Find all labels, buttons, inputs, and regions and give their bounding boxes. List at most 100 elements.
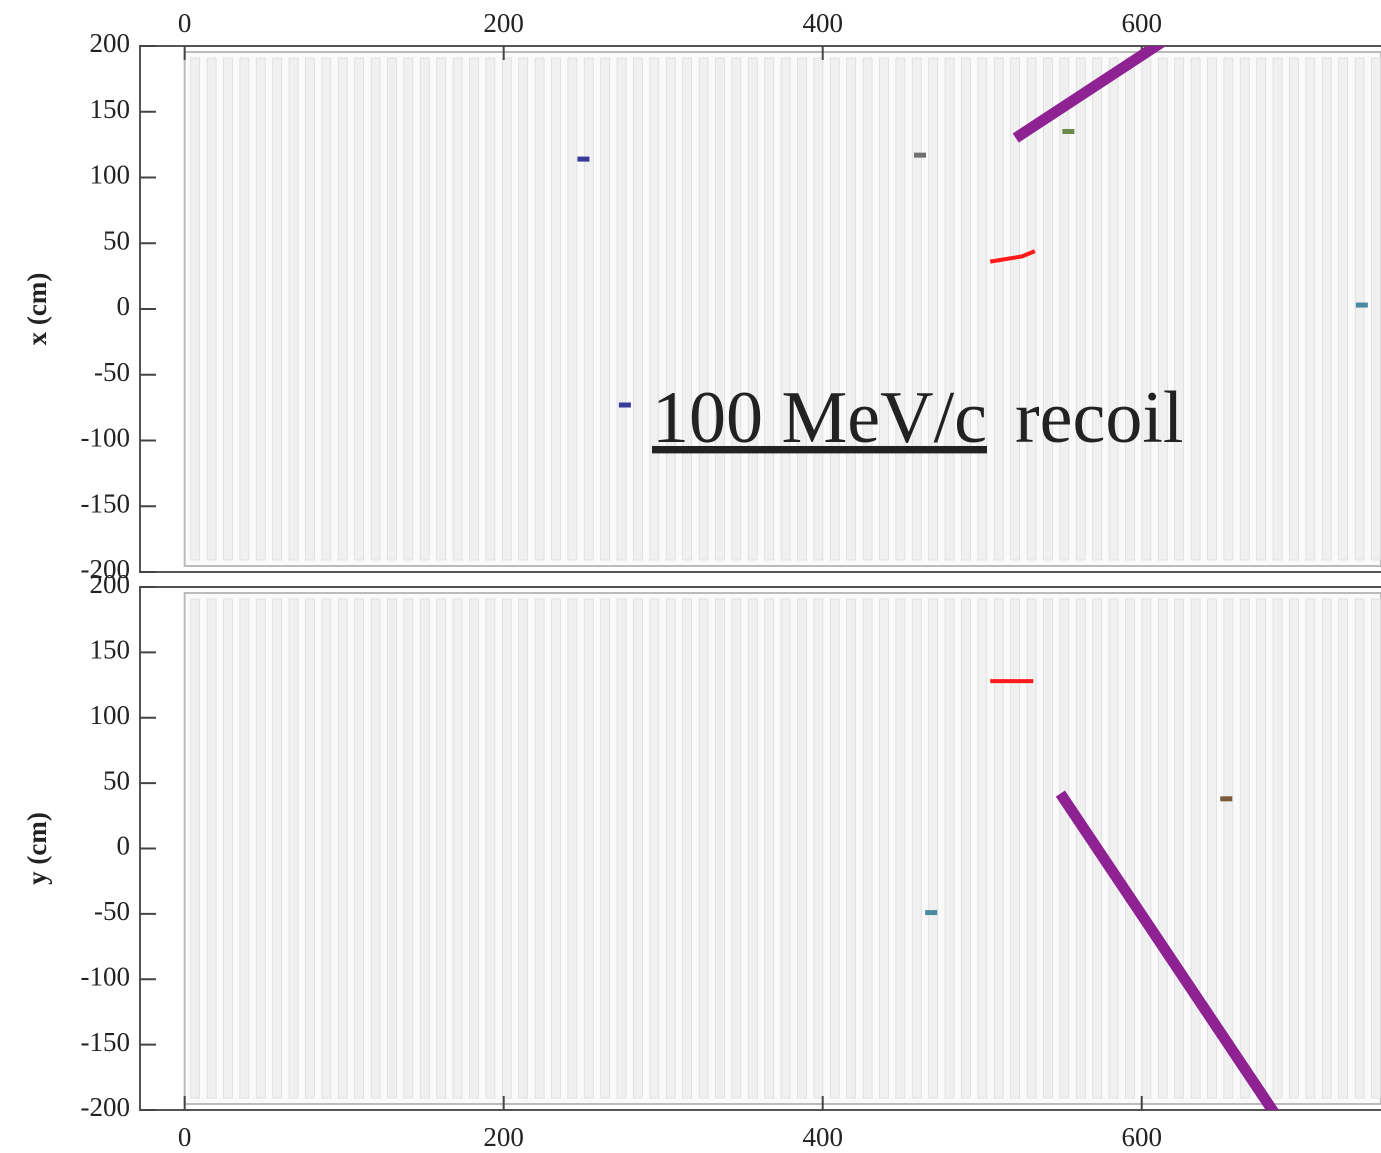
detector-strip	[699, 599, 708, 1098]
detector-strip	[519, 58, 528, 560]
detector-strip	[1339, 599, 1348, 1098]
detector-strip	[273, 599, 282, 1098]
x-tick-label: 400	[802, 1122, 843, 1152]
detector-strip	[978, 599, 987, 1098]
detector-strip	[666, 58, 675, 560]
detector-strip	[420, 599, 429, 1098]
detector-strip	[1273, 599, 1282, 1098]
detector-strip	[584, 599, 593, 1098]
detector-strip	[617, 58, 626, 560]
detector-strip	[1027, 599, 1036, 1098]
detector-strip	[1125, 58, 1134, 560]
hit	[925, 910, 937, 915]
detector-strip	[453, 58, 462, 560]
detector-strip	[453, 599, 462, 1098]
detector-strip	[1093, 58, 1102, 560]
detector-strip	[404, 599, 413, 1098]
detector-strip	[584, 58, 593, 560]
detector-strip	[568, 599, 577, 1098]
detector-strip	[601, 58, 610, 560]
detector-strip	[469, 58, 478, 560]
detector-strip	[1371, 58, 1380, 560]
y-tick-label: 150	[90, 635, 131, 665]
chart: 200150100500-50-100-150-2000200400600x (…	[0, 0, 1381, 1153]
detector-strip	[830, 58, 839, 560]
detector-strip	[1289, 599, 1298, 1098]
detector-strip	[1207, 58, 1216, 560]
hit	[577, 157, 589, 162]
detector-strip	[371, 599, 380, 1098]
detector-strip	[650, 599, 659, 1098]
detector-strip	[371, 58, 380, 560]
detector-strip	[223, 599, 232, 1098]
detector-strip	[420, 58, 429, 560]
detector-strip	[256, 599, 265, 1098]
y-tick-label: -50	[94, 357, 130, 387]
detector-strip	[666, 599, 675, 1098]
detector-strip	[355, 599, 364, 1098]
detector-strip	[519, 599, 528, 1098]
x-tick-label: 0	[178, 1122, 192, 1152]
detector-strip	[994, 599, 1003, 1098]
detector-strip	[437, 58, 446, 560]
detector-strip	[929, 599, 938, 1098]
detector-strip	[1371, 599, 1380, 1098]
detector-strip	[256, 58, 265, 560]
detector-strip	[1142, 58, 1151, 560]
x-tick-label: 600	[1121, 1122, 1162, 1152]
detector-strip	[305, 599, 314, 1098]
detector-strip	[715, 58, 724, 560]
detector-strip	[863, 58, 872, 560]
detector-strip	[945, 58, 954, 560]
detector-strip	[1355, 599, 1364, 1098]
y-tick-label: 100	[90, 700, 131, 730]
detector-strip	[1142, 599, 1151, 1098]
detector-strip	[929, 58, 938, 560]
detector-strip	[1240, 58, 1249, 560]
detector-strip	[633, 599, 642, 1098]
y-tick-label: 0	[117, 831, 131, 861]
detector-strip	[847, 58, 856, 560]
detector-strip	[994, 58, 1003, 560]
detector-strip	[1240, 599, 1249, 1098]
y-tick-label: 50	[103, 225, 130, 255]
detector-strip	[387, 599, 396, 1098]
detector-strip	[1224, 58, 1233, 560]
detector-strip	[1191, 58, 1200, 560]
detector-strip	[781, 599, 790, 1098]
y-tick-label: 50	[103, 765, 130, 795]
detector-strip	[1060, 599, 1069, 1098]
hit	[1356, 303, 1368, 308]
detector-strip	[633, 58, 642, 560]
detector-strip	[1043, 58, 1052, 560]
detector-strip	[896, 599, 905, 1098]
detector-strip	[814, 58, 823, 560]
detector-strip	[1322, 599, 1331, 1098]
y-tick-label: 150	[90, 94, 131, 124]
detector-strip	[748, 58, 757, 560]
y-tick-label: -100	[81, 423, 131, 453]
detector-strip	[797, 58, 806, 560]
detector-strip	[1355, 58, 1364, 560]
detector-strip	[1125, 599, 1134, 1098]
x-tick-label: 0	[178, 8, 192, 38]
y-tick-label: -150	[81, 1027, 131, 1057]
detector-strip	[437, 599, 446, 1098]
detector-strip	[1011, 599, 1020, 1098]
hit	[914, 153, 926, 158]
y-tick-label: -200	[81, 1092, 131, 1122]
detector-strip	[1158, 58, 1167, 560]
detector-strip	[1076, 58, 1085, 560]
x-tick-label: 200	[483, 1122, 524, 1152]
x-tick-label: 600	[1121, 8, 1162, 38]
detector-strip	[338, 58, 347, 560]
detector-strip	[732, 58, 741, 560]
detector-strip	[191, 58, 200, 560]
detector-strip	[1322, 58, 1331, 560]
detector-strip	[1224, 599, 1233, 1098]
detector-strip	[240, 599, 249, 1098]
hit	[619, 402, 631, 407]
y-axis-label: x (cm)	[22, 273, 52, 346]
detector-strip	[338, 599, 347, 1098]
detector-strip	[797, 599, 806, 1098]
